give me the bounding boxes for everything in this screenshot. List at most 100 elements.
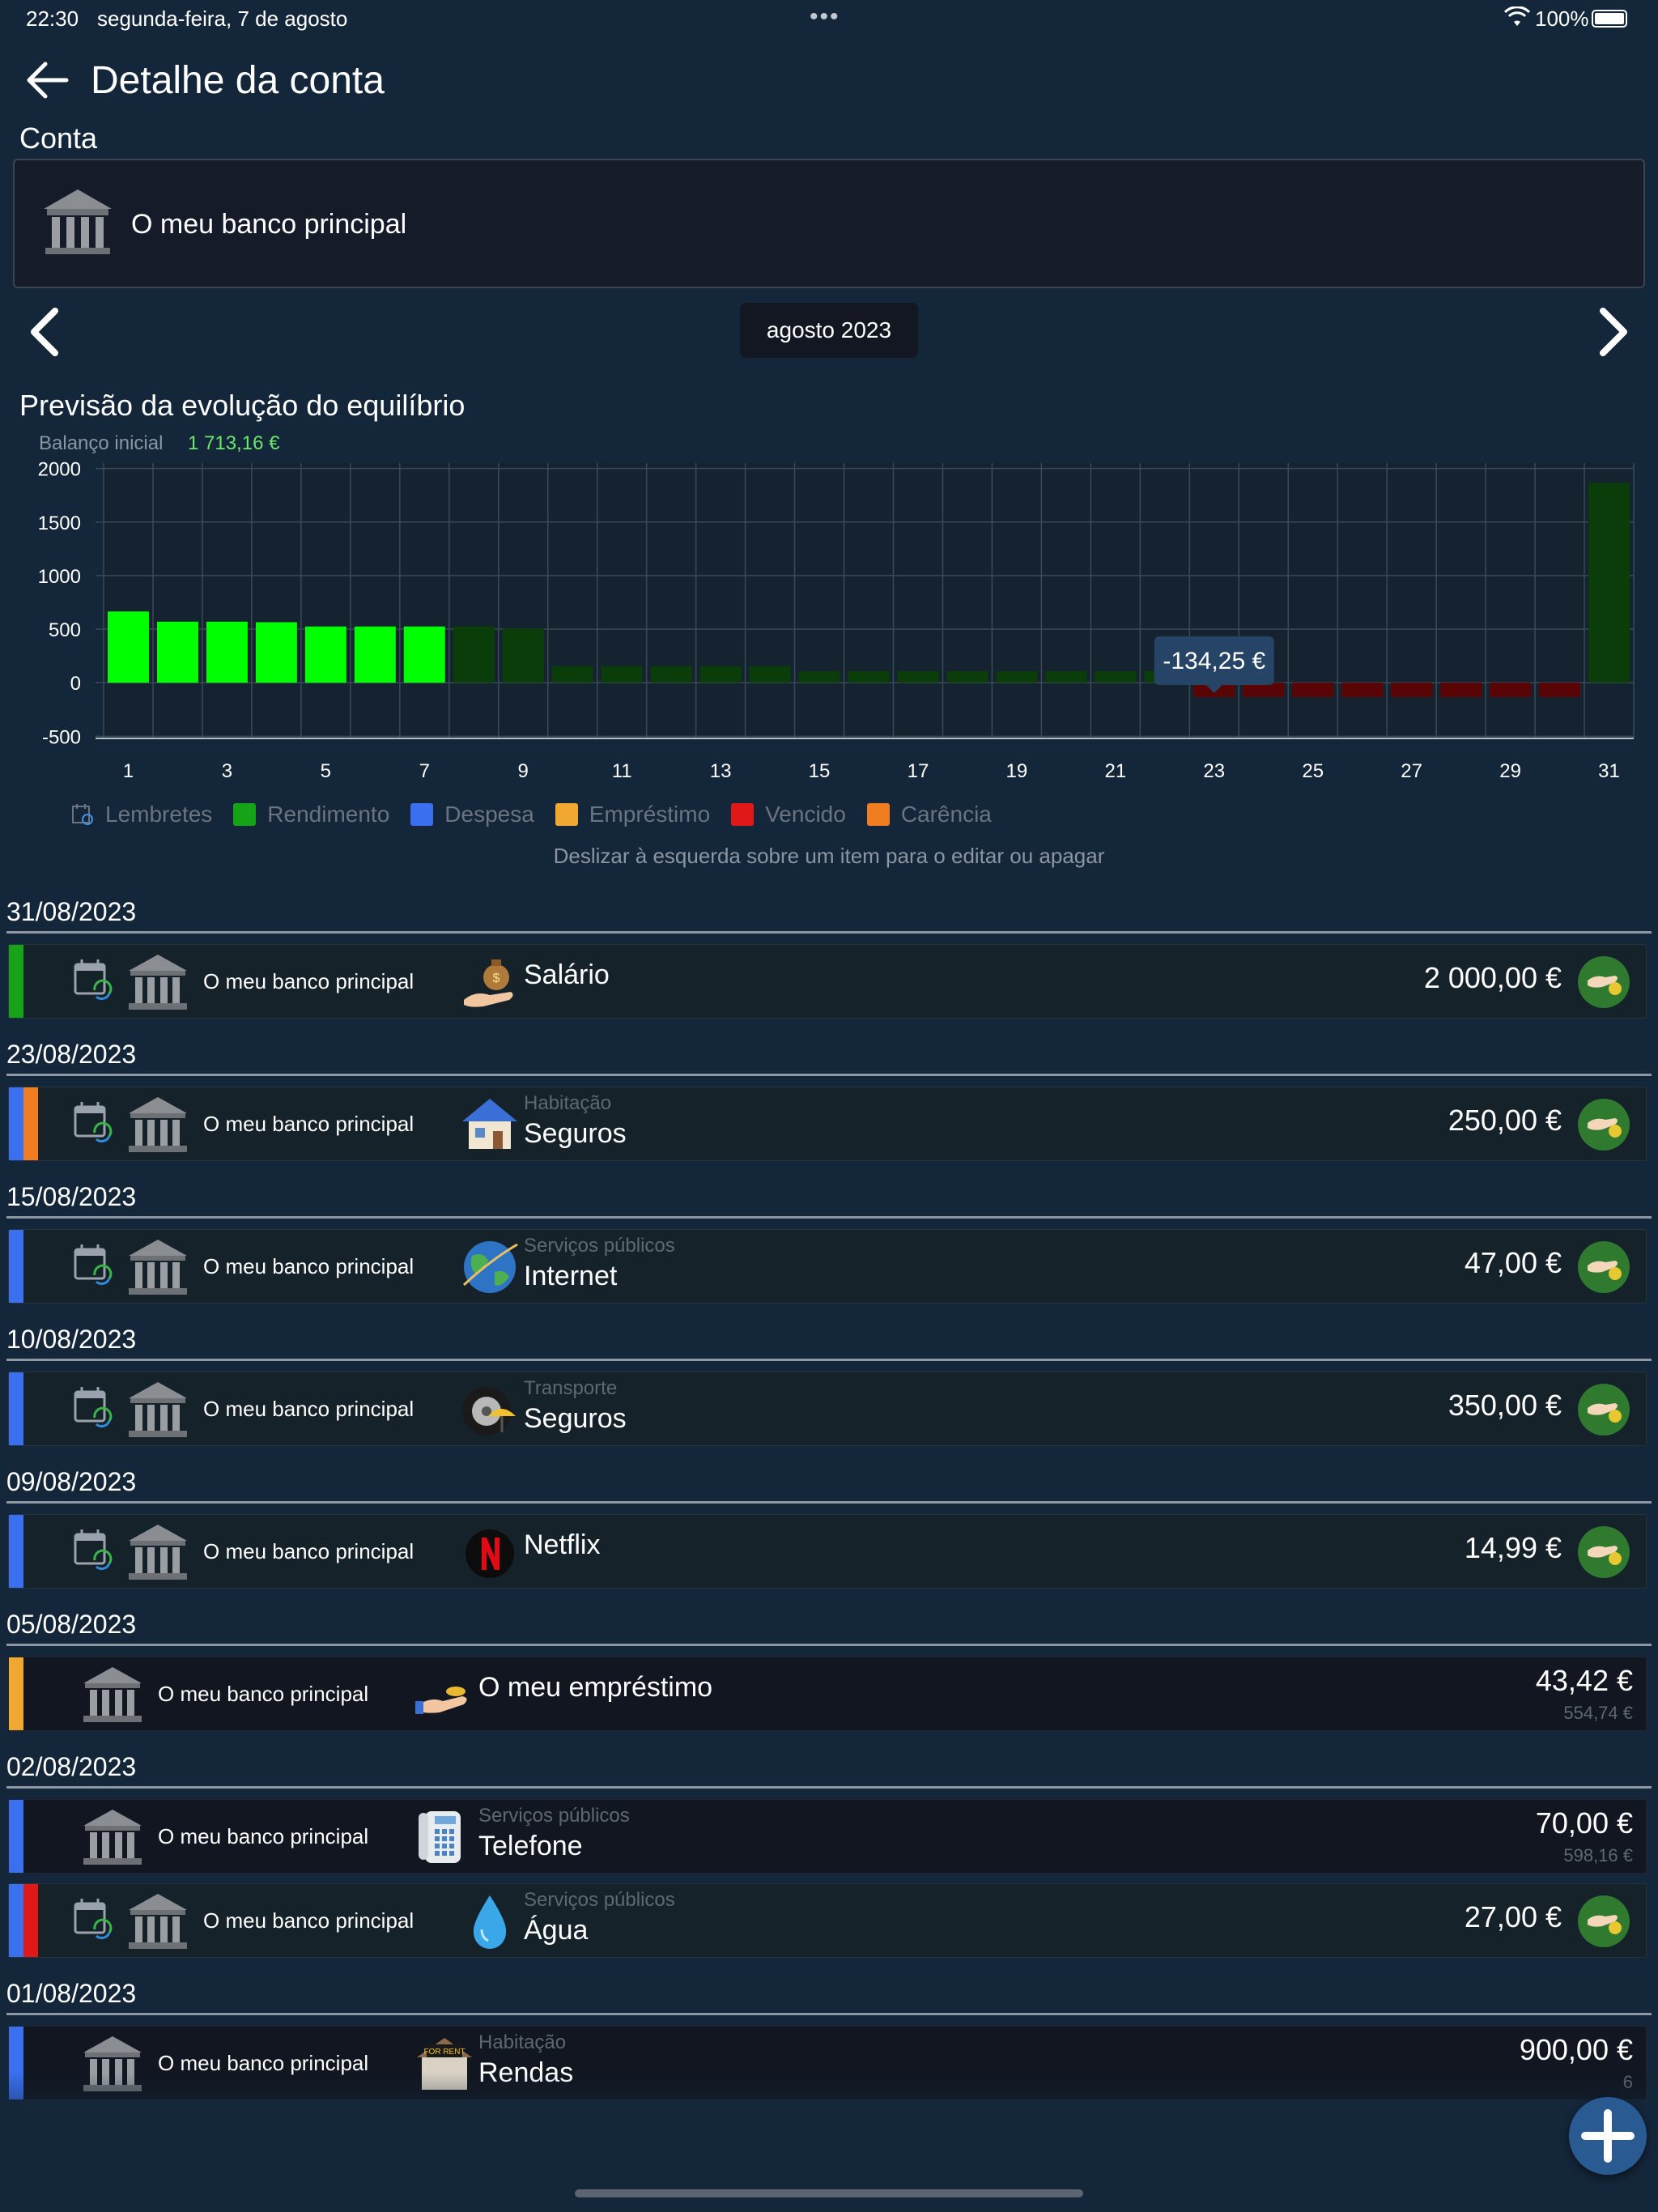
transaction-name: Seguros bbox=[524, 1118, 627, 1149]
back-arrow-icon[interactable] bbox=[23, 60, 71, 100]
home-indicator bbox=[575, 2189, 1083, 2197]
chart-bar[interactable] bbox=[354, 626, 396, 683]
transaction-account: O meu banco principal bbox=[158, 1682, 369, 1706]
transaction-name: Seguros bbox=[524, 1403, 627, 1434]
type-indicator-bar bbox=[9, 1884, 23, 1957]
chart-bar[interactable] bbox=[848, 670, 890, 683]
chart-tooltip-value: -134,25 € bbox=[1163, 648, 1265, 674]
legend-label: Carência bbox=[900, 802, 992, 827]
chart-bar[interactable] bbox=[255, 622, 297, 683]
x-tick-label: 25 bbox=[1302, 760, 1324, 782]
chart-bar[interactable] bbox=[798, 670, 840, 683]
chart-bar[interactable] bbox=[897, 670, 939, 683]
pay-action-button[interactable] bbox=[1578, 956, 1630, 1008]
date-separator bbox=[6, 1644, 1652, 1646]
y-tick-label: 1000 bbox=[38, 566, 81, 588]
chart-bar[interactable] bbox=[1045, 670, 1087, 683]
recurring-calendar-icon bbox=[74, 1529, 113, 1571]
transaction-row[interactable]: O meu banco principal O meu empréstimo 43,… bbox=[8, 1657, 1647, 1731]
legend-swatch bbox=[555, 803, 578, 826]
legend-item[interactable]: Despesa bbox=[410, 800, 534, 829]
chart-bar[interactable] bbox=[502, 628, 544, 683]
hand-coin-icon bbox=[1588, 1403, 1622, 1423]
date-header: 05/08/2023 bbox=[6, 1610, 137, 1639]
transaction-row[interactable]: O meu banco principal Netflix 14,99 € bbox=[8, 1514, 1647, 1589]
chart-bar[interactable] bbox=[1391, 683, 1433, 697]
chart-bar[interactable] bbox=[1243, 683, 1285, 697]
transaction-row[interactable]: O meu banco principal $ Salário 2 000,00 € bbox=[8, 944, 1647, 1019]
next-month-chevron-icon[interactable] bbox=[1593, 306, 1634, 358]
pay-action-button[interactable] bbox=[1578, 1241, 1630, 1293]
date-separator bbox=[6, 1216, 1652, 1219]
hand-coin-icon bbox=[1588, 976, 1622, 995]
chart-bar[interactable] bbox=[453, 626, 495, 683]
type-indicator-bar bbox=[23, 1087, 38, 1160]
x-tick-label: 3 bbox=[222, 760, 232, 782]
chart-bar[interactable] bbox=[996, 670, 1038, 683]
chart-bar[interactable] bbox=[1292, 683, 1334, 697]
type-indicator-bar bbox=[9, 945, 23, 1018]
transaction-row[interactable]: O meu banco principal Habitação Seguros 250… bbox=[8, 1087, 1647, 1161]
transaction-name: Internet bbox=[524, 1261, 618, 1291]
chart-bar[interactable] bbox=[601, 666, 643, 683]
legend-swatch bbox=[731, 803, 755, 826]
legend-item[interactable]: Empréstimo bbox=[555, 800, 710, 829]
bank-icon bbox=[129, 955, 187, 1010]
chart-bar[interactable] bbox=[1588, 483, 1630, 683]
chart-bar[interactable] bbox=[403, 626, 445, 683]
account-name: O meu banco principal bbox=[131, 209, 407, 240]
type-indicator-bar bbox=[23, 1884, 38, 1957]
transaction-row[interactable]: O meu banco principal Transporte Seguros 35… bbox=[8, 1372, 1647, 1446]
month-selector[interactable]: agosto 2023 bbox=[740, 303, 918, 358]
account-selector[interactable] bbox=[13, 159, 1645, 288]
y-tick-label: -500 bbox=[42, 726, 81, 748]
chart-bar[interactable] bbox=[699, 666, 742, 683]
recurring-calendar-icon bbox=[74, 959, 113, 1001]
date-header: 15/08/2023 bbox=[6, 1182, 137, 1211]
date-header: 31/08/2023 bbox=[6, 897, 137, 926]
pay-action-button[interactable] bbox=[1578, 1099, 1630, 1151]
bottom-fade bbox=[0, 2073, 1658, 2212]
legend-item[interactable]: Carência bbox=[866, 800, 992, 829]
chart-bar[interactable] bbox=[1490, 683, 1532, 697]
transaction-row[interactable]: O meu banco principal Serviços públicos In… bbox=[8, 1229, 1647, 1304]
transaction-row[interactable]: O meu banco principal Serviços públicos Ág… bbox=[8, 1883, 1647, 1958]
x-tick-label: 17 bbox=[908, 760, 929, 782]
transaction-account: O meu banco principal bbox=[203, 1539, 414, 1563]
chart-bar[interactable] bbox=[551, 666, 593, 683]
chart-bar[interactable] bbox=[650, 666, 692, 683]
transaction-amount: 350,00 € bbox=[1448, 1389, 1562, 1422]
pay-action-button[interactable] bbox=[1578, 1384, 1630, 1436]
chart-bar[interactable] bbox=[108, 611, 149, 683]
chart-bar[interactable] bbox=[946, 670, 988, 683]
globe-icon bbox=[462, 1241, 518, 1293]
chart-bar[interactable] bbox=[749, 666, 791, 683]
add-transaction-button[interactable] bbox=[1569, 2097, 1647, 2175]
transaction-row[interactable]: O meu banco principal Serviços públicos Te… bbox=[8, 1799, 1647, 1874]
chart-bar[interactable] bbox=[156, 621, 198, 683]
pay-action-button[interactable] bbox=[1578, 1526, 1630, 1578]
legend-item[interactable]: Vencido bbox=[731, 800, 846, 829]
chart-bar[interactable] bbox=[1095, 670, 1137, 683]
calendar-icon bbox=[72, 804, 93, 825]
tire-umbrella-icon bbox=[462, 1387, 516, 1436]
chart-bar[interactable] bbox=[206, 621, 248, 683]
pay-action-button[interactable] bbox=[1578, 1895, 1630, 1947]
transaction-amount: 27,00 € bbox=[1464, 1900, 1562, 1933]
chart-bar[interactable] bbox=[1440, 683, 1482, 697]
previous-month-chevron-icon[interactable] bbox=[24, 306, 65, 358]
legend-item[interactable]: Rendimento bbox=[233, 800, 389, 829]
transaction-category: Serviços públicos bbox=[478, 1805, 630, 1827]
chart-bar[interactable] bbox=[1341, 683, 1384, 697]
swipe-hint: Deslizar à esquerda sobre um item para o… bbox=[553, 844, 1105, 868]
chart-bar[interactable] bbox=[1539, 683, 1581, 697]
transaction-category: Serviços públicos bbox=[524, 1235, 675, 1257]
legend-item[interactable]: Lembretes bbox=[71, 800, 212, 829]
chart-bar[interactable] bbox=[304, 626, 346, 683]
transaction-account: O meu banco principal bbox=[203, 1908, 414, 1933]
legend-swatch bbox=[233, 803, 257, 826]
transaction-amount: 14,99 € bbox=[1464, 1531, 1562, 1564]
date-header: 10/08/2023 bbox=[6, 1325, 137, 1354]
multitask-dots-icon[interactable]: ••• bbox=[810, 3, 840, 30]
